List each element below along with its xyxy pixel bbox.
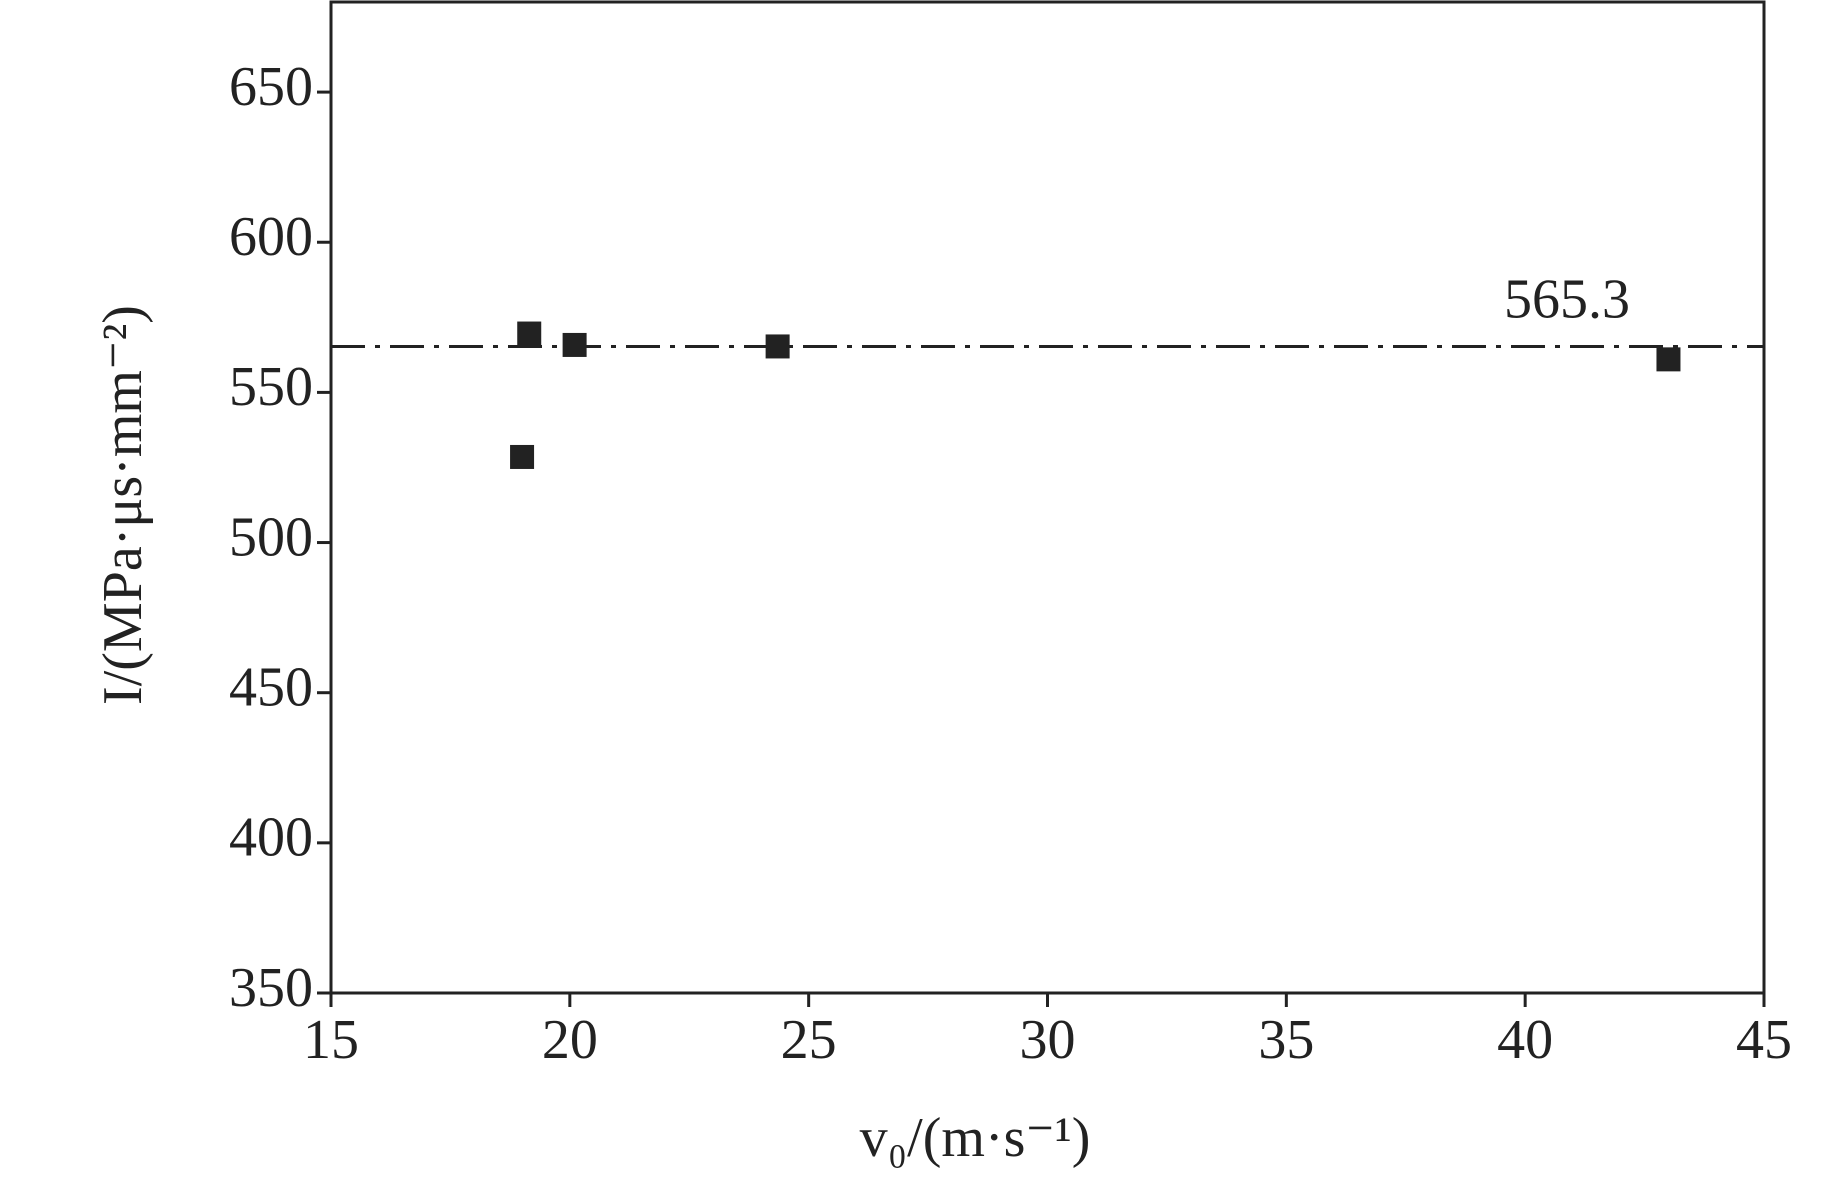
y-tick-label: 350	[229, 957, 313, 1019]
y-tick-label: 400	[229, 807, 313, 869]
data-point	[562, 332, 587, 357]
x-tick-label: 35	[1258, 1009, 1314, 1071]
y-tick-label: 550	[229, 356, 313, 418]
data-point	[510, 444, 535, 469]
data-point	[765, 334, 790, 359]
y-tick-label: 450	[229, 657, 313, 719]
x-tick-label: 15	[303, 1009, 359, 1071]
y-tick-label: 600	[229, 206, 313, 268]
y-axis-label: I/(MPa·μs·mm⁻²)	[92, 305, 154, 705]
y-tick-label: 500	[229, 506, 313, 568]
x-tick-label: 20	[542, 1009, 598, 1071]
x-axis-label: v₀/(m·s⁻¹)	[860, 1107, 1091, 1169]
x-tick-label: 30	[1020, 1009, 1076, 1071]
y-tick-label: 650	[229, 56, 313, 118]
x-tick-label: 25	[781, 1009, 837, 1071]
reference-label: 565.3	[1504, 268, 1630, 330]
plot-frame	[329, 0, 1766, 995]
data-point	[517, 321, 542, 346]
x-tick-label: 40	[1497, 1009, 1553, 1071]
x-tick-label: 45	[1736, 1009, 1792, 1071]
data-point	[1656, 347, 1681, 372]
